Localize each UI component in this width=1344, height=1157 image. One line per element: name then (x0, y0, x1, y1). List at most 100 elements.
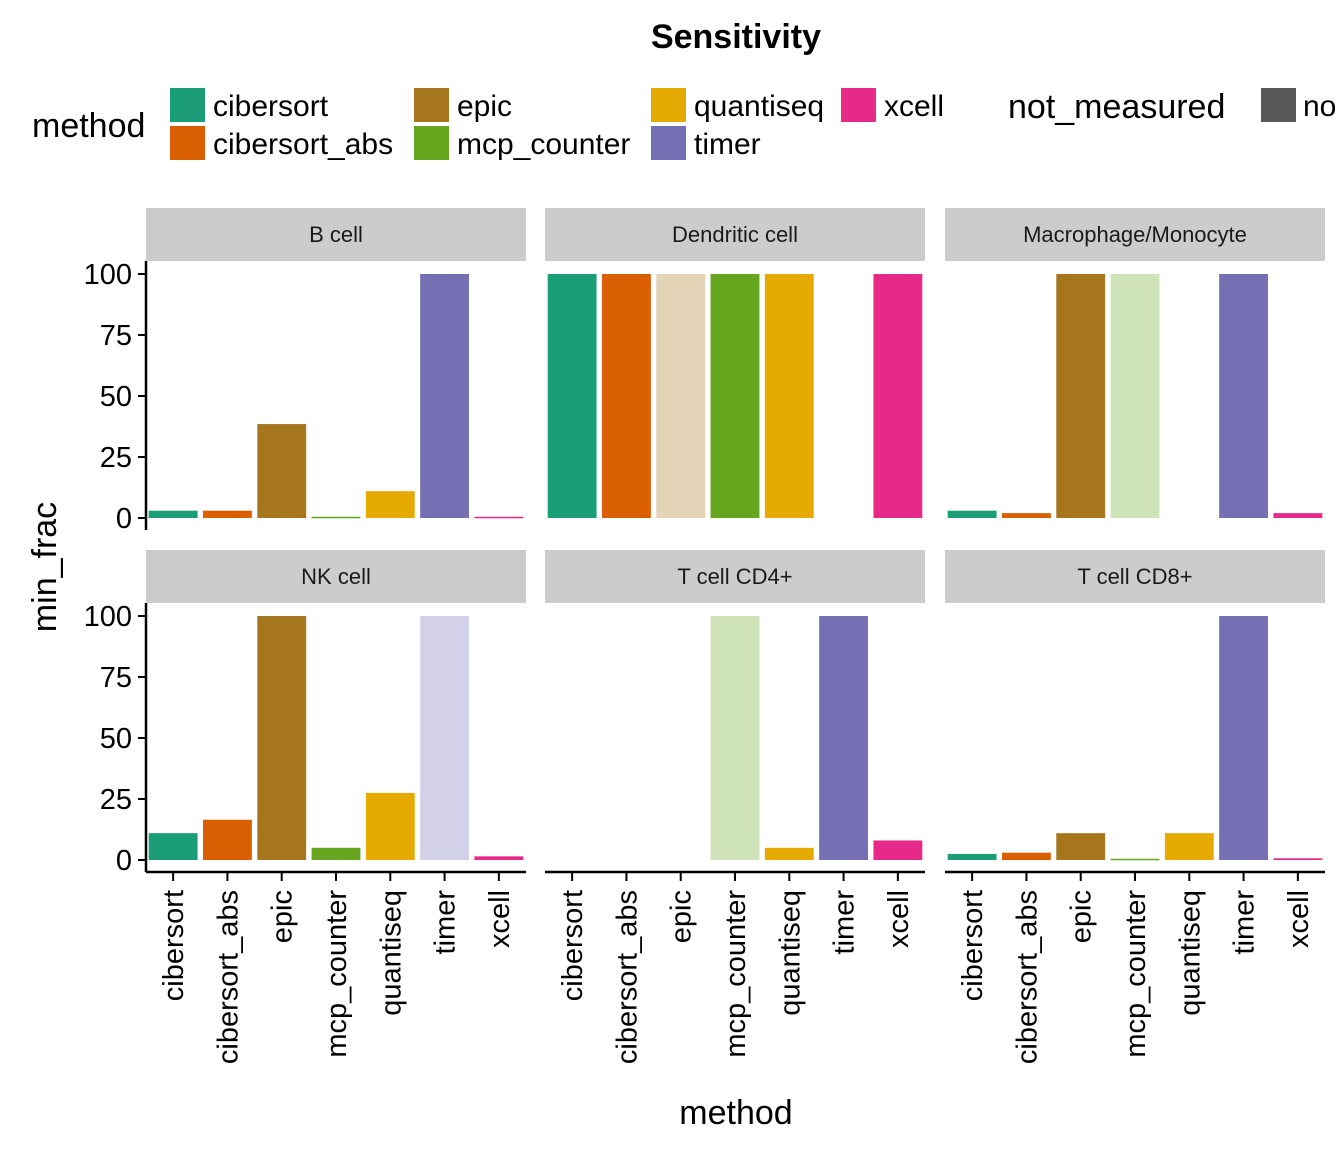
legend-label-timer: timer (694, 128, 761, 161)
panel-b-cell: B cell 0 25 50 75 100 (84, 208, 526, 535)
x-tick-label-t-cell-cd8-cibersort-abs: cibersort_abs (1011, 890, 1043, 1064)
bar-b-cell-cibersort (148, 510, 198, 518)
y-axis-label: min_frac (26, 502, 64, 632)
bar-b-cell-mcp-counter (311, 516, 361, 519)
x-tick-label-t-cell-cd4-epic: epic (666, 890, 698, 943)
x-tick-label-t-cell-cd8-mcp-counter: mcp_counter (1120, 890, 1152, 1058)
bar-dendritic-cell-quantiseq (764, 274, 814, 518)
chart-title: Sensitivity (651, 18, 821, 56)
x-tick-label-nk-cell-cibersort: cibersort (158, 890, 190, 1001)
legend-swatch-mcp-counter (414, 126, 449, 160)
bar-t-cell-cd4-mcp-counter (710, 616, 760, 860)
strip-label-t-cell-cd4: T cell CD4+ (677, 564, 792, 589)
bar-b-cell-xcell (474, 516, 524, 519)
legend-label-not-measured: no (1303, 90, 1336, 123)
x-tick-label-t-cell-cd4-xcell: xcell (883, 890, 915, 948)
panel-t-cell-cd8: T cell CD8+ cibersort cibersort_abs epic mcp… (945, 550, 1325, 1064)
bar-t-cell-cd4-xcell (873, 840, 923, 860)
bar-t-cell-cd8-timer (1219, 616, 1268, 860)
bar-nk-cell-cibersort-abs (203, 819, 252, 860)
x-tick-label-nk-cell-quantiseq: quantiseq (375, 890, 407, 1016)
y-tick-label-b-cell-75: 75 (100, 320, 132, 352)
bar-t-cell-cd4-timer (819, 616, 868, 860)
x-tick-label-t-cell-cd4-quantiseq: quantiseq (774, 890, 806, 1016)
legend-swatch-timer (651, 126, 686, 160)
strip-label-dendritic-cell: Dendritic cell (672, 222, 798, 247)
bar-macrophage-monocyte-cibersort (947, 510, 997, 518)
bar-dendritic-cell-cibersort-abs (602, 274, 651, 518)
strip-label-nk-cell: NK cell (301, 564, 371, 589)
legend-swatch-not-measured (1261, 88, 1296, 122)
x-tick-label-t-cell-cd8-timer: timer (1229, 890, 1261, 955)
bar-t-cell-cd8-cibersort-abs (1002, 852, 1051, 860)
bar-t-cell-cd4-quantiseq (764, 847, 814, 860)
y-tick-label-nk-cell-50: 50 (100, 723, 132, 755)
legend-label-cibersort-abs: cibersort_abs (213, 128, 393, 161)
bar-macrophage-monocyte-timer (1219, 274, 1268, 518)
strip-label-macrophage-monocyte: Macrophage/Monocyte (1023, 222, 1247, 247)
bar-dendritic-cell-xcell (873, 274, 923, 518)
bar-dendritic-cell-mcp-counter (710, 274, 760, 518)
bar-t-cell-cd8-xcell (1273, 858, 1323, 860)
bar-nk-cell-cibersort (148, 833, 198, 860)
x-tick-label-t-cell-cd8-cibersort: cibersort (957, 890, 989, 1001)
x-tick-label-t-cell-cd4-mcp-counter: mcp_counter (720, 890, 752, 1058)
bar-nk-cell-epic (257, 616, 307, 860)
panel-dendritic-cell: Dendritic cell (545, 208, 925, 518)
bar-macrophage-monocyte-xcell (1273, 513, 1323, 518)
bar-macrophage-monocyte-epic (1056, 274, 1106, 518)
legend-swatch-quantiseq (651, 88, 686, 122)
strip-nk-cell (146, 550, 526, 603)
legend-label-epic: epic (457, 90, 512, 123)
x-tick-label-t-cell-cd8-quantiseq: quantiseq (1174, 890, 1206, 1016)
x-tick-label-t-cell-cd8-xcell: xcell (1283, 890, 1315, 948)
bar-t-cell-cd8-quantiseq (1164, 833, 1214, 860)
bar-dendritic-cell-cibersort (547, 274, 597, 518)
x-tick-label-nk-cell-xcell: xcell (484, 890, 516, 948)
legend-label-quantiseq: quantiseq (694, 90, 824, 123)
legend-label-xcell: xcell (884, 90, 944, 123)
legend-label-cibersort: cibersort (213, 90, 329, 123)
legend-swatch-cibersort (170, 88, 205, 122)
x-tick-label-t-cell-cd4-cibersort: cibersort (557, 890, 589, 1001)
x-tick-label-nk-cell-timer: timer (430, 890, 462, 955)
bar-nk-cell-timer (420, 616, 469, 860)
x-tick-label-nk-cell-epic: epic (267, 890, 299, 943)
bar-nk-cell-mcp-counter (311, 847, 361, 860)
bar-macrophage-monocyte-mcp-counter (1110, 274, 1160, 518)
y-tick-label-b-cell-50: 50 (100, 381, 132, 413)
y-tick-label-b-cell-100: 100 (84, 259, 132, 291)
legend-swatch-epic (414, 88, 449, 122)
legend-not-measured-title: not_measured (1008, 88, 1225, 126)
strip-label-t-cell-cd8: T cell CD8+ (1077, 564, 1192, 589)
panel-nk-cell: NK cell 0 25 50 75 100 cibersort cibersort_abs e… (84, 550, 526, 1064)
y-tick-label-nk-cell-100: 100 (84, 601, 132, 633)
x-tick-label-t-cell-cd4-timer: timer (829, 890, 861, 955)
y-tick-label-b-cell-0: 0 (116, 503, 132, 535)
bar-b-cell-timer (420, 274, 469, 518)
strip-b-cell (146, 208, 526, 261)
panel-t-cell-cd4: T cell CD4+ cibersort cibersort_abs epic mcp… (545, 550, 925, 1064)
x-tick-label-nk-cell-cibersort-abs: cibersort_abs (212, 890, 244, 1064)
y-tick-label-nk-cell-25: 25 (100, 784, 132, 816)
panel-macrophage-monocyte: Macrophage/Monocyte (945, 208, 1325, 518)
y-tick-label-nk-cell-75: 75 (100, 662, 132, 694)
strip-t-cell-cd8 (945, 550, 1325, 603)
bar-b-cell-quantiseq (365, 491, 415, 518)
y-tick-label-b-cell-25: 25 (100, 442, 132, 474)
bar-nk-cell-quantiseq (365, 792, 415, 860)
x-axis-label: method (679, 1094, 792, 1132)
bar-macrophage-monocyte-cibersort-abs (1002, 513, 1051, 518)
y-tick-label-nk-cell-0: 0 (116, 845, 132, 877)
legend-method-title: method (32, 107, 145, 145)
bar-t-cell-cd8-cibersort (947, 853, 997, 860)
strip-label-b-cell: B cell (309, 222, 363, 247)
legend-swatch-cibersort-abs (170, 126, 205, 160)
bar-nk-cell-xcell (474, 856, 524, 860)
bar-t-cell-cd8-epic (1056, 833, 1106, 860)
bar-b-cell-epic (257, 424, 307, 518)
legend-label-mcp-counter: mcp_counter (457, 128, 630, 161)
strip-macrophage-monocyte (945, 208, 1325, 261)
legend: method not_measured cibersort cibersort_a… (32, 88, 1336, 161)
